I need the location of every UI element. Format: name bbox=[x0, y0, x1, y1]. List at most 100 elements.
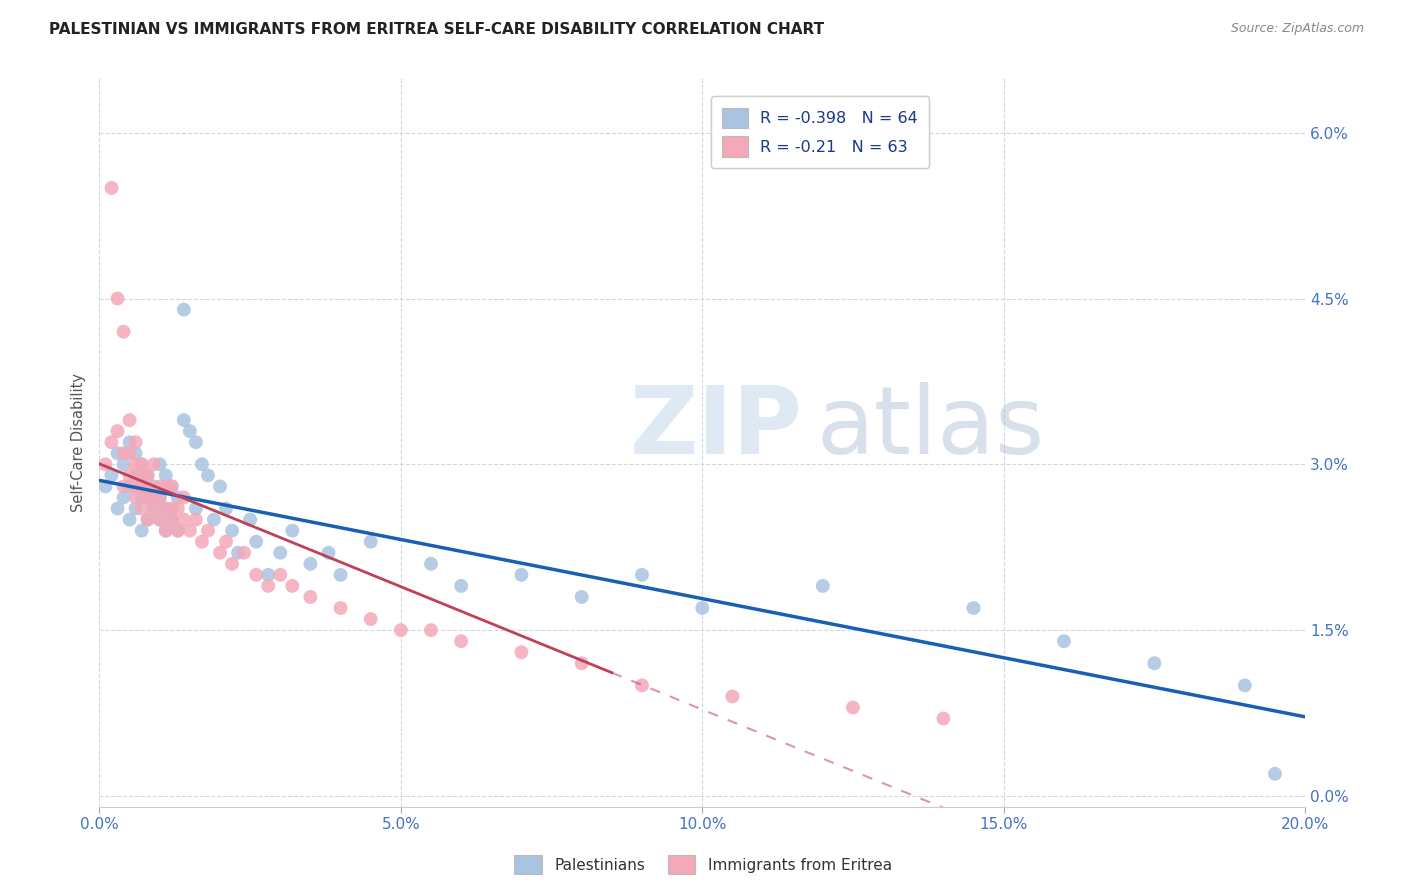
Point bbox=[118, 446, 141, 460]
Point bbox=[166, 524, 188, 538]
Point bbox=[932, 712, 955, 726]
Point bbox=[318, 546, 340, 560]
Point bbox=[173, 413, 195, 427]
Point bbox=[100, 435, 122, 450]
Point bbox=[160, 501, 183, 516]
Point bbox=[155, 479, 177, 493]
Point bbox=[160, 512, 183, 526]
Point bbox=[136, 491, 159, 505]
Point bbox=[173, 302, 195, 317]
Point bbox=[149, 479, 172, 493]
Point bbox=[842, 700, 865, 714]
Point bbox=[124, 491, 146, 505]
Point bbox=[94, 479, 117, 493]
Point bbox=[131, 479, 153, 493]
Point bbox=[631, 678, 654, 692]
Point bbox=[166, 501, 188, 516]
Point bbox=[510, 645, 533, 659]
Point bbox=[245, 534, 267, 549]
Point bbox=[136, 512, 159, 526]
Point bbox=[107, 446, 129, 460]
Text: PALESTINIAN VS IMMIGRANTS FROM ERITREA SELF-CARE DISABILITY CORRELATION CHART: PALESTINIAN VS IMMIGRANTS FROM ERITREA S… bbox=[49, 22, 824, 37]
Point bbox=[100, 181, 122, 195]
Point bbox=[112, 479, 135, 493]
Point bbox=[136, 512, 159, 526]
Point bbox=[131, 458, 153, 472]
Point bbox=[1053, 634, 1076, 648]
Point bbox=[112, 458, 135, 472]
Point bbox=[166, 524, 188, 538]
Point bbox=[690, 601, 713, 615]
Point bbox=[1143, 657, 1166, 671]
Point bbox=[631, 567, 654, 582]
Point bbox=[269, 567, 291, 582]
Point bbox=[299, 557, 322, 571]
Point bbox=[118, 413, 141, 427]
Point bbox=[124, 435, 146, 450]
Point bbox=[112, 491, 135, 505]
Point bbox=[257, 567, 280, 582]
Point bbox=[184, 501, 207, 516]
Point bbox=[269, 546, 291, 560]
Point bbox=[184, 512, 207, 526]
Point bbox=[166, 491, 188, 505]
Point bbox=[118, 512, 141, 526]
Y-axis label: Self-Care Disability: Self-Care Disability bbox=[72, 373, 86, 512]
Point bbox=[142, 491, 165, 505]
Point bbox=[215, 501, 238, 516]
Point bbox=[245, 567, 267, 582]
Point bbox=[136, 479, 159, 493]
Text: Source: ZipAtlas.com: Source: ZipAtlas.com bbox=[1230, 22, 1364, 36]
Point bbox=[257, 579, 280, 593]
Point bbox=[136, 468, 159, 483]
Point bbox=[136, 491, 159, 505]
Point bbox=[1233, 678, 1256, 692]
Point bbox=[1264, 767, 1286, 781]
Point bbox=[173, 512, 195, 526]
Point bbox=[184, 435, 207, 450]
Point bbox=[124, 458, 146, 472]
Point bbox=[450, 634, 472, 648]
Point bbox=[142, 501, 165, 516]
Legend: Palestinians, Immigrants from Eritrea: Palestinians, Immigrants from Eritrea bbox=[508, 849, 898, 880]
Point bbox=[124, 501, 146, 516]
Point bbox=[124, 479, 146, 493]
Point bbox=[136, 468, 159, 483]
Point bbox=[155, 524, 177, 538]
Point bbox=[131, 458, 153, 472]
Point bbox=[208, 479, 231, 493]
Point bbox=[142, 479, 165, 493]
Point bbox=[131, 501, 153, 516]
Point bbox=[100, 468, 122, 483]
Point bbox=[160, 479, 183, 493]
Point bbox=[197, 468, 219, 483]
Point bbox=[173, 491, 195, 505]
Point bbox=[149, 512, 172, 526]
Point bbox=[107, 424, 129, 438]
Point bbox=[226, 546, 249, 560]
Point bbox=[329, 567, 352, 582]
Point bbox=[191, 458, 214, 472]
Point bbox=[160, 479, 183, 493]
Point bbox=[299, 590, 322, 604]
Point bbox=[420, 557, 443, 571]
Point bbox=[281, 524, 304, 538]
Point bbox=[450, 579, 472, 593]
Point bbox=[107, 292, 129, 306]
Point bbox=[112, 446, 135, 460]
Point bbox=[221, 557, 243, 571]
Point bbox=[179, 424, 201, 438]
Point bbox=[155, 524, 177, 538]
Point bbox=[962, 601, 984, 615]
Point bbox=[179, 524, 201, 538]
Point bbox=[510, 567, 533, 582]
Point bbox=[233, 546, 256, 560]
Point bbox=[142, 501, 165, 516]
Point bbox=[118, 435, 141, 450]
Point bbox=[721, 690, 744, 704]
Point bbox=[191, 534, 214, 549]
Point bbox=[118, 479, 141, 493]
Point bbox=[389, 623, 412, 637]
Point bbox=[149, 491, 172, 505]
Point bbox=[131, 468, 153, 483]
